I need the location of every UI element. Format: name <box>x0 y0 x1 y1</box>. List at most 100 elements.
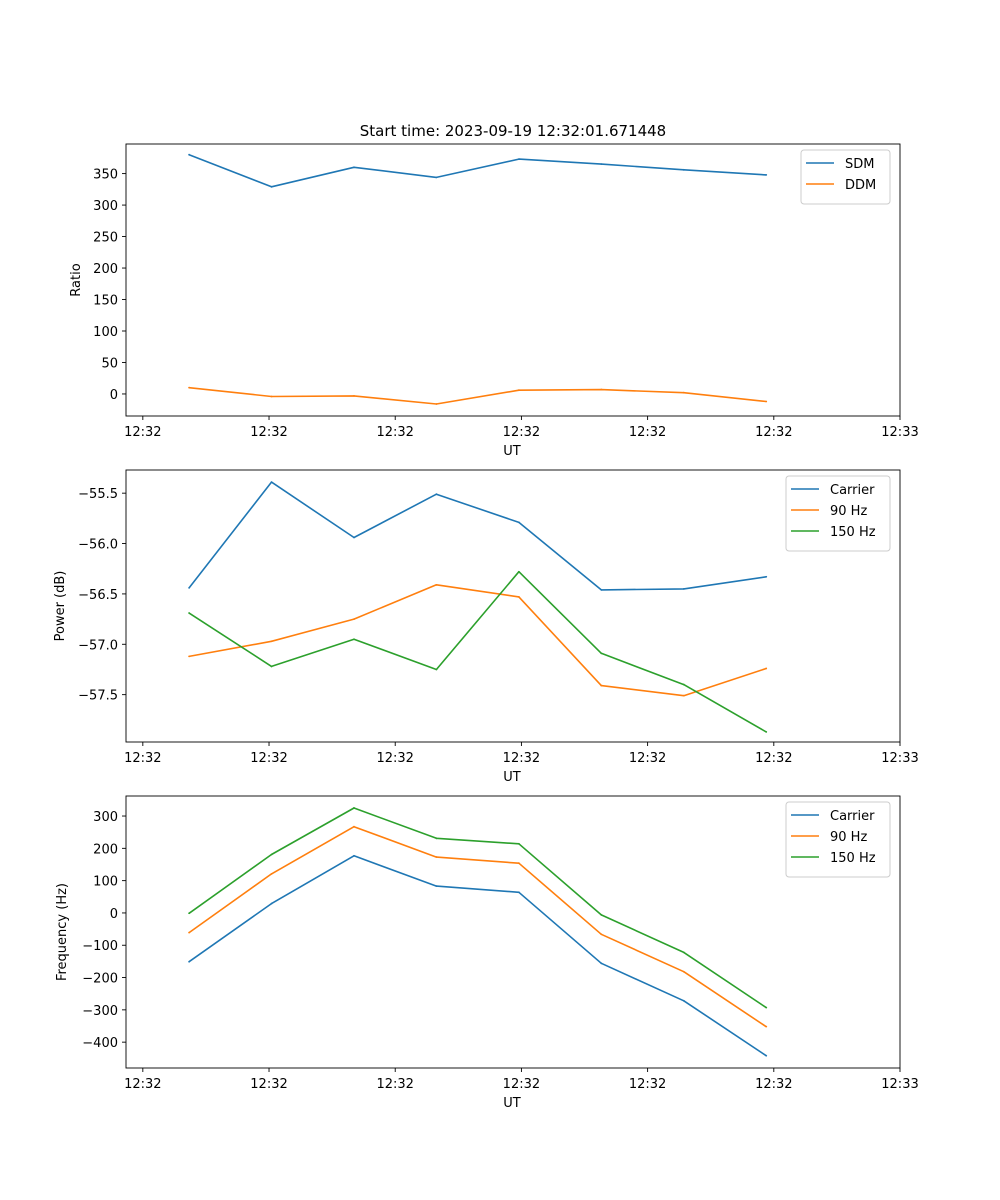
data-point-150-hz <box>353 638 355 641</box>
y-tick-label: 100 <box>93 325 118 340</box>
legend-box <box>785 475 891 552</box>
data-point-150-hz <box>682 951 685 954</box>
y-tick-label: −400 <box>82 1036 118 1051</box>
data-point-90-hz <box>270 640 273 643</box>
chart-title: Start time: 2023-09-19 12:32:01.671448 <box>360 122 666 140</box>
x-tick-label: 12:32 <box>250 751 287 766</box>
x-tick-label: 12:32 <box>376 425 413 440</box>
axes-frame <box>125 795 901 1069</box>
x-tick-label: 12:33 <box>881 1077 918 1092</box>
data-point-150-hz <box>682 683 685 686</box>
data-point-carrier <box>188 586 190 589</box>
y-axis-label: Power (dB) <box>53 571 68 642</box>
series-line-90-hz <box>188 825 767 1028</box>
x-tick-label: 12:32 <box>755 425 792 440</box>
series-line-150-hz <box>188 570 767 733</box>
data-point-carrier <box>270 902 273 905</box>
data-point-sdm <box>353 166 355 169</box>
x-tick-label: 12:32 <box>124 1077 161 1092</box>
y-tick-label: 300 <box>93 810 118 825</box>
data-point-carrier <box>765 1054 768 1057</box>
data-point-150-hz <box>270 853 273 856</box>
y-tick-label: −100 <box>82 939 118 954</box>
data-point-ddm <box>270 395 273 398</box>
x-tick-label: 12:32 <box>503 751 540 766</box>
y-tick-label: −56.0 <box>78 538 118 553</box>
data-point-ddm <box>435 403 438 405</box>
y-tick-label: 200 <box>93 842 118 857</box>
series-line-carrier <box>188 854 767 1057</box>
data-point-carrier <box>682 999 685 1002</box>
data-point-90-hz <box>765 1025 768 1028</box>
data-point-sdm <box>765 173 768 176</box>
data-point-150-hz <box>270 665 273 668</box>
data-point-carrier <box>600 962 603 965</box>
legend-label: SDM <box>845 157 874 172</box>
data-point-90-hz <box>765 667 768 670</box>
data-point-90-hz <box>682 694 685 697</box>
x-tick-label: 12:32 <box>629 425 666 440</box>
data-point-90-hz <box>600 684 603 687</box>
x-tick-label: 12:32 <box>629 1077 666 1092</box>
y-tick-label: −200 <box>82 972 118 987</box>
data-point-150-hz <box>600 652 603 655</box>
x-tick-label: 12:32 <box>124 425 161 440</box>
data-point-150-hz <box>765 1006 768 1009</box>
y-axis-label: Frequency (Hz) <box>55 883 70 981</box>
x-tick-label: 12:32 <box>124 751 161 766</box>
legend-label: 150 Hz <box>830 851 876 866</box>
data-point-carrier <box>517 891 520 894</box>
series-line-carrier <box>188 481 767 591</box>
data-point-90-hz <box>188 931 190 934</box>
legend-label: 90 Hz <box>830 830 867 845</box>
legend-box <box>785 801 891 878</box>
y-tick-label: 0 <box>110 388 118 403</box>
data-point-ddm <box>765 400 768 403</box>
data-point-150-hz <box>188 912 190 915</box>
data-point-ddm <box>517 389 520 392</box>
data-point-150-hz <box>517 842 520 845</box>
y-axis-label: Ratio <box>69 263 84 296</box>
data-point-150-hz <box>600 913 603 916</box>
data-point-90-hz <box>270 872 273 875</box>
data-point-150-hz <box>435 837 438 840</box>
x-tick-label: 12:32 <box>250 1077 287 1092</box>
x-tick-label: 12:32 <box>755 1077 792 1092</box>
data-point-carrier <box>353 854 355 857</box>
data-point-ddm <box>600 388 603 391</box>
data-point-carrier <box>435 885 438 888</box>
data-point-carrier <box>682 587 685 590</box>
y-tick-label: 350 <box>93 168 118 183</box>
data-point-carrier <box>765 575 768 578</box>
data-point-sdm <box>600 163 603 166</box>
x-axis-label: UT <box>503 1096 521 1111</box>
x-tick-label: 12:32 <box>376 751 413 766</box>
data-point-90-hz <box>353 618 355 620</box>
data-point-150-hz <box>765 731 768 733</box>
x-tick-label: 12:32 <box>629 751 666 766</box>
y-tick-label: 200 <box>93 262 118 277</box>
data-point-sdm <box>435 176 438 179</box>
data-point-carrier <box>517 521 520 524</box>
data-point-sdm <box>188 153 190 156</box>
x-axis-label: UT <box>503 444 521 459</box>
x-tick-label: 12:32 <box>503 425 540 440</box>
data-point-sdm <box>517 158 520 161</box>
x-tick-label: 12:32 <box>755 751 792 766</box>
data-point-sdm <box>270 185 273 188</box>
legend-label: DDM <box>845 178 876 193</box>
data-point-carrier <box>435 493 438 496</box>
legend-label: 150 Hz <box>830 525 876 540</box>
x-axis-label: UT <box>503 770 521 785</box>
data-point-150-hz <box>435 668 438 671</box>
power-panel: 12:32 12:32 12:32 12:32 12:32 12:32 12:33 −57.5… <box>53 469 919 785</box>
y-tick-label: −55.5 <box>78 487 118 502</box>
data-point-150-hz <box>188 612 190 614</box>
data-point-carrier <box>353 536 355 539</box>
series-line-150-hz <box>188 807 767 1009</box>
data-point-150-hz <box>517 570 520 573</box>
y-tick-label: 300 <box>93 199 118 214</box>
data-point-ddm <box>353 394 355 397</box>
ratio-panel: 12:32 12:32 12:32 12:32 12:32 12:32 12:33 0 50 10… <box>69 143 919 459</box>
